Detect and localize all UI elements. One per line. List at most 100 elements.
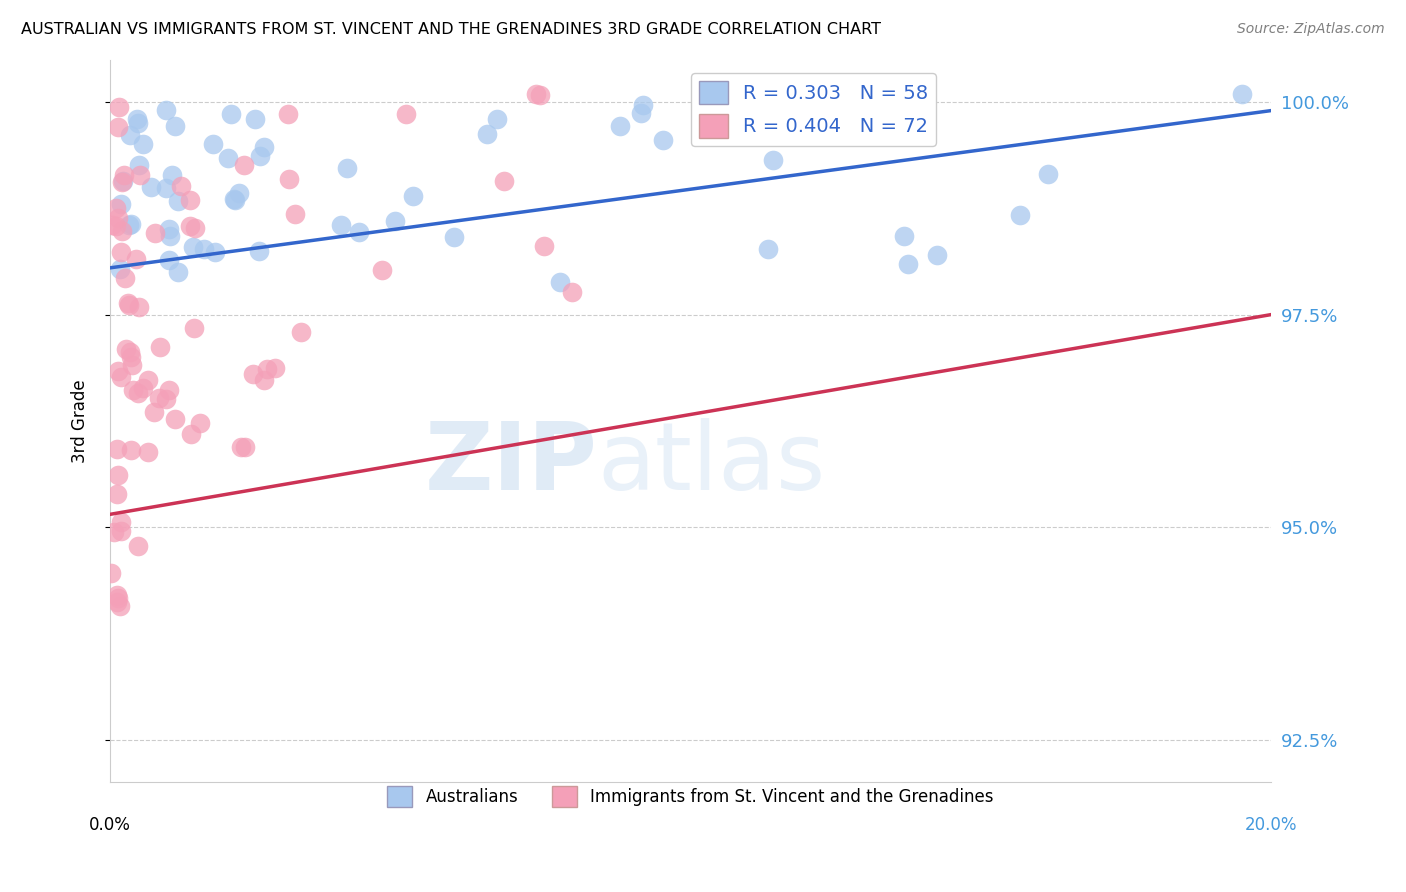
Point — [631, 98, 654, 112]
Point — [1230, 87, 1253, 101]
Point — [108, 261, 131, 276]
Point — [897, 257, 920, 271]
Point — [253, 140, 276, 154]
Point — [204, 245, 226, 260]
Point — [533, 238, 555, 252]
Point — [112, 168, 135, 182]
Point — [548, 276, 571, 290]
Point — [105, 594, 128, 608]
Point — [108, 599, 131, 613]
Text: 20.0%: 20.0% — [1244, 816, 1298, 834]
Point — [114, 271, 136, 285]
Point — [118, 218, 141, 232]
Point — [110, 196, 132, 211]
Point — [170, 178, 193, 193]
Point — [121, 358, 143, 372]
Point — [120, 344, 142, 359]
Point — [347, 225, 370, 239]
Point — [188, 416, 211, 430]
Text: Source: ZipAtlas.com: Source: ZipAtlas.com — [1237, 22, 1385, 37]
Point — [561, 285, 583, 299]
Point — [136, 444, 159, 458]
Point — [163, 120, 186, 134]
Point — [927, 248, 949, 262]
Point — [127, 112, 149, 127]
Point — [256, 361, 278, 376]
Point — [494, 174, 516, 188]
Point — [125, 252, 148, 266]
Point — [110, 515, 132, 529]
Point — [167, 194, 190, 209]
Point — [141, 180, 163, 194]
Text: ZIP: ZIP — [425, 418, 598, 510]
Point — [229, 440, 252, 454]
Point — [155, 392, 177, 406]
Point — [652, 133, 675, 147]
Point — [181, 240, 204, 254]
Point — [127, 116, 149, 130]
Point — [107, 364, 129, 378]
Point — [762, 153, 785, 167]
Point — [111, 224, 134, 238]
Point — [893, 228, 915, 243]
Point — [118, 128, 141, 142]
Text: 0.0%: 0.0% — [89, 816, 131, 834]
Point — [105, 487, 128, 501]
Point — [167, 265, 190, 279]
Point — [1036, 167, 1059, 181]
Point — [609, 119, 631, 133]
Point — [264, 361, 287, 376]
Point — [101, 219, 124, 233]
Point — [112, 174, 135, 188]
Point — [157, 222, 180, 236]
Point — [180, 426, 202, 441]
Point — [107, 467, 129, 482]
Point — [107, 211, 129, 225]
Point — [219, 107, 242, 121]
Point — [122, 383, 145, 397]
Point — [630, 106, 652, 120]
Point — [524, 87, 547, 101]
Point — [100, 566, 122, 580]
Point — [143, 405, 166, 419]
Point — [107, 591, 129, 606]
Point — [160, 168, 183, 182]
Point — [529, 87, 551, 102]
Point — [243, 112, 266, 127]
Point — [159, 229, 181, 244]
Point — [105, 588, 128, 602]
Point — [184, 221, 207, 235]
Point — [127, 539, 149, 553]
Point — [107, 100, 129, 114]
Point — [155, 103, 177, 118]
Point — [117, 296, 139, 310]
Point — [242, 368, 264, 382]
Point — [128, 301, 150, 315]
Point — [110, 369, 132, 384]
Point — [110, 245, 132, 260]
Point — [336, 161, 359, 175]
Point — [107, 120, 129, 134]
Point — [127, 385, 149, 400]
Text: atlas: atlas — [598, 418, 825, 510]
Point — [155, 180, 177, 194]
Point — [253, 373, 276, 387]
Point — [371, 263, 394, 277]
Point — [149, 340, 172, 354]
Y-axis label: 3rd Grade: 3rd Grade — [72, 379, 89, 463]
Point — [105, 202, 128, 216]
Point — [217, 152, 239, 166]
Point — [485, 112, 508, 126]
Point — [165, 412, 187, 426]
Point — [233, 440, 256, 454]
Point — [395, 106, 418, 120]
Point — [183, 321, 205, 335]
Point — [278, 172, 301, 186]
Point — [1010, 208, 1032, 222]
Point — [277, 107, 299, 121]
Point — [222, 192, 245, 206]
Point — [401, 188, 423, 202]
Point — [232, 158, 254, 172]
Point — [224, 193, 246, 207]
Point — [103, 525, 125, 540]
